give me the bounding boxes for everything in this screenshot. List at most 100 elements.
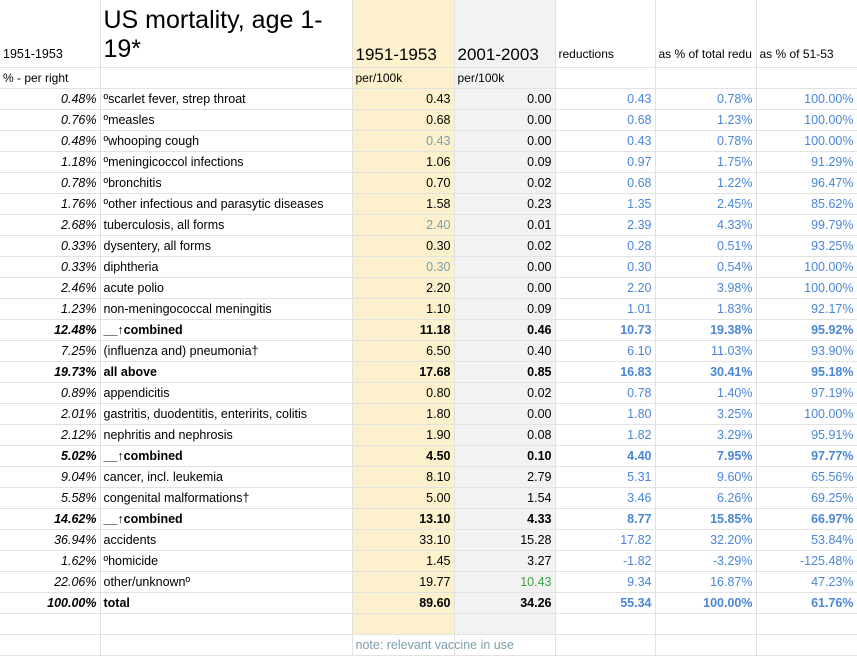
- row-reduction-cell[interactable]: 6.10: [555, 340, 656, 362]
- empty-cell[interactable]: [100, 613, 353, 635]
- row-reduction-cell[interactable]: 0.68: [555, 172, 656, 194]
- subheader-cell-2001[interactable]: per/100k: [454, 67, 556, 89]
- row-1951-cell[interactable]: 6.50: [352, 340, 455, 362]
- row-reduction-cell[interactable]: 1.80: [555, 403, 656, 425]
- empty-cell[interactable]: [100, 634, 353, 656]
- row-cause-cell[interactable]: non-meningococcal meningitis: [100, 298, 353, 320]
- empty-cell[interactable]: [655, 613, 757, 635]
- row-2001-cell[interactable]: 0.46: [454, 319, 556, 341]
- row-pct-cell[interactable]: 0.76%: [0, 109, 101, 131]
- header-cell-1951[interactable]: 1951-1953: [352, 0, 455, 68]
- row-pct-cell[interactable]: 2.68%: [0, 214, 101, 236]
- row-pct-5153-cell[interactable]: 47.23%: [756, 571, 857, 593]
- row-reduction-cell[interactable]: 0.68: [555, 109, 656, 131]
- row-cause-cell[interactable]: tuberculosis, all forms: [100, 214, 353, 236]
- row-pct-cell[interactable]: 1.76%: [0, 193, 101, 215]
- row-2001-cell[interactable]: 34.26: [454, 592, 556, 614]
- row-2001-cell[interactable]: 0.09: [454, 151, 556, 173]
- row-reduction-cell[interactable]: 2.20: [555, 277, 656, 299]
- row-pct-5153-cell[interactable]: 100.00%: [756, 256, 857, 278]
- row-1951-cell[interactable]: 33.10: [352, 529, 455, 551]
- row-reduction-cell[interactable]: 9.34: [555, 571, 656, 593]
- row-reduction-cell[interactable]: 1.01: [555, 298, 656, 320]
- row-cause-cell[interactable]: total: [100, 592, 353, 614]
- row-1951-cell[interactable]: 8.10: [352, 466, 455, 488]
- row-pct-cell[interactable]: 1.23%: [0, 298, 101, 320]
- row-2001-cell[interactable]: 2.79: [454, 466, 556, 488]
- row-1951-cell[interactable]: 11.18: [352, 319, 455, 341]
- row-reduction-cell[interactable]: 0.78: [555, 382, 656, 404]
- subheader-cell-g[interactable]: [756, 67, 857, 89]
- row-reduction-cell[interactable]: -1.82: [555, 550, 656, 572]
- row-pct-5153-cell[interactable]: 100.00%: [756, 130, 857, 152]
- row-1951-cell[interactable]: 1.80: [352, 403, 455, 425]
- row-pct-total-cell[interactable]: 0.78%: [655, 88, 757, 110]
- row-2001-cell[interactable]: 0.00: [454, 130, 556, 152]
- row-1951-cell[interactable]: 1.10: [352, 298, 455, 320]
- row-pct-cell[interactable]: 5.02%: [0, 445, 101, 467]
- row-pct-total-cell[interactable]: 7.95%: [655, 445, 757, 467]
- row-2001-cell[interactable]: 0.02: [454, 172, 556, 194]
- row-reduction-cell[interactable]: 2.39: [555, 214, 656, 236]
- row-pct-total-cell[interactable]: 6.26%: [655, 487, 757, 509]
- row-pct-cell[interactable]: 22.06%: [0, 571, 101, 593]
- row-reduction-cell[interactable]: 55.34: [555, 592, 656, 614]
- row-pct-cell[interactable]: 9.04%: [0, 466, 101, 488]
- row-pct-5153-cell[interactable]: 85.62%: [756, 193, 857, 215]
- row-cause-cell[interactable]: other/unknownº: [100, 571, 353, 593]
- row-1951-cell[interactable]: 0.68: [352, 109, 455, 131]
- row-2001-cell[interactable]: 0.10: [454, 445, 556, 467]
- empty-cell[interactable]: [0, 613, 101, 635]
- row-1951-cell[interactable]: 0.30: [352, 256, 455, 278]
- row-pct-total-cell[interactable]: 0.54%: [655, 256, 757, 278]
- row-pct-5153-cell[interactable]: 95.91%: [756, 424, 857, 446]
- row-2001-cell[interactable]: 1.54: [454, 487, 556, 509]
- row-2001-cell[interactable]: 0.23: [454, 193, 556, 215]
- row-reduction-cell[interactable]: 0.30: [555, 256, 656, 278]
- empty-cell[interactable]: [0, 634, 101, 656]
- row-1951-cell[interactable]: 0.43: [352, 88, 455, 110]
- row-pct-total-cell[interactable]: 1.83%: [655, 298, 757, 320]
- row-pct-total-cell[interactable]: 2.45%: [655, 193, 757, 215]
- empty-cell[interactable]: [454, 613, 556, 635]
- subheader-cell-f[interactable]: [655, 67, 757, 89]
- row-pct-total-cell[interactable]: 9.60%: [655, 466, 757, 488]
- row-2001-cell[interactable]: 15.28: [454, 529, 556, 551]
- row-pct-total-cell[interactable]: 3.98%: [655, 277, 757, 299]
- row-reduction-cell[interactable]: 0.43: [555, 130, 656, 152]
- row-1951-cell[interactable]: 4.50: [352, 445, 455, 467]
- row-cause-cell[interactable]: __↑combined: [100, 319, 353, 341]
- row-reduction-cell[interactable]: 0.97: [555, 151, 656, 173]
- row-cause-cell[interactable]: ºother infectious and parasytic diseases: [100, 193, 353, 215]
- row-pct-5153-cell[interactable]: 99.79%: [756, 214, 857, 236]
- row-cause-cell[interactable]: ºmeasles: [100, 109, 353, 131]
- subheader-cell-a[interactable]: % - per right: [0, 67, 101, 89]
- row-pct-total-cell[interactable]: 1.23%: [655, 109, 757, 131]
- subheader-cell-b[interactable]: [100, 67, 353, 89]
- header-cell-pct-5153[interactable]: as % of 51-53: [756, 0, 857, 68]
- row-pct-total-cell[interactable]: 0.78%: [655, 130, 757, 152]
- empty-cell[interactable]: [352, 613, 455, 635]
- empty-cell[interactable]: [555, 634, 656, 656]
- row-pct-5153-cell[interactable]: 91.29%: [756, 151, 857, 173]
- empty-cell[interactable]: [655, 634, 757, 656]
- row-cause-cell[interactable]: ºwhooping cough: [100, 130, 353, 152]
- row-2001-cell[interactable]: 0.00: [454, 256, 556, 278]
- row-pct-cell[interactable]: 0.33%: [0, 256, 101, 278]
- row-2001-cell[interactable]: 3.27: [454, 550, 556, 572]
- title-cell[interactable]: US mortality, age 1-19*: [100, 0, 353, 68]
- row-pct-5153-cell[interactable]: 93.25%: [756, 235, 857, 257]
- row-pct-5153-cell[interactable]: 100.00%: [756, 277, 857, 299]
- row-cause-cell[interactable]: (influenza and) pneumonia†: [100, 340, 353, 362]
- row-pct-cell[interactable]: 0.78%: [0, 172, 101, 194]
- row-reduction-cell[interactable]: 1.82: [555, 424, 656, 446]
- row-cause-cell[interactable]: cancer, incl. leukemia: [100, 466, 353, 488]
- row-pct-cell[interactable]: 0.48%: [0, 88, 101, 110]
- row-2001-cell[interactable]: 0.02: [454, 235, 556, 257]
- row-1951-cell[interactable]: 19.77: [352, 571, 455, 593]
- row-pct-5153-cell[interactable]: 92.17%: [756, 298, 857, 320]
- row-2001-cell[interactable]: 10.43: [454, 571, 556, 593]
- row-1951-cell[interactable]: 0.80: [352, 382, 455, 404]
- row-pct-cell[interactable]: 5.58%: [0, 487, 101, 509]
- row-pct-total-cell[interactable]: 30.41%: [655, 361, 757, 383]
